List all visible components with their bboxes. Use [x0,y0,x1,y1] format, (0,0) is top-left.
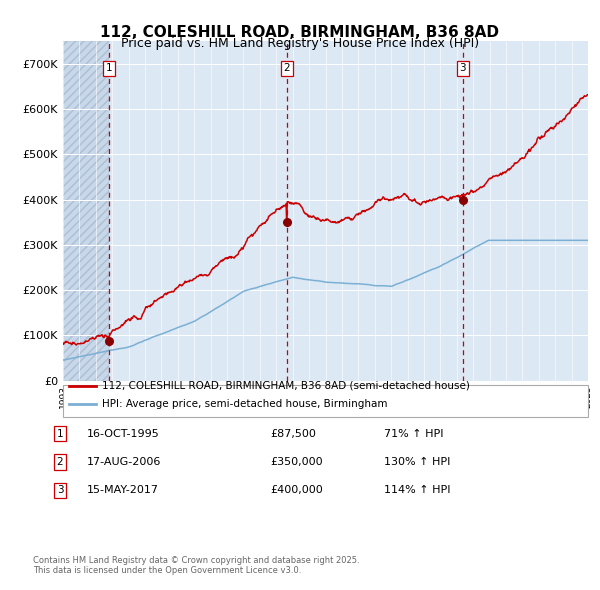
Text: Price paid vs. HM Land Registry's House Price Index (HPI): Price paid vs. HM Land Registry's House … [121,37,479,50]
Text: £400,000: £400,000 [270,486,323,495]
Text: 16-OCT-1995: 16-OCT-1995 [87,429,160,438]
Text: £87,500: £87,500 [270,429,316,438]
Text: 112, COLESHILL ROAD, BIRMINGHAM, B36 8AD: 112, COLESHILL ROAD, BIRMINGHAM, B36 8AD [101,25,499,40]
Text: Contains HM Land Registry data © Crown copyright and database right 2025.: Contains HM Land Registry data © Crown c… [33,556,359,565]
Text: 130% ↑ HPI: 130% ↑ HPI [384,457,451,467]
Text: 3: 3 [460,64,466,73]
Text: 1: 1 [106,64,112,73]
Text: 2: 2 [283,64,290,73]
Text: 1: 1 [56,429,64,438]
Text: 3: 3 [56,486,64,495]
Text: This data is licensed under the Open Government Licence v3.0.: This data is licensed under the Open Gov… [33,566,301,575]
Text: HPI: Average price, semi-detached house, Birmingham: HPI: Average price, semi-detached house,… [102,399,388,409]
Text: 2: 2 [56,457,64,467]
Text: 114% ↑ HPI: 114% ↑ HPI [384,486,451,495]
Text: 112, COLESHILL ROAD, BIRMINGHAM, B36 8AD (semi-detached house): 112, COLESHILL ROAD, BIRMINGHAM, B36 8AD… [102,381,470,391]
Text: £350,000: £350,000 [270,457,323,467]
Text: 15-MAY-2017: 15-MAY-2017 [87,486,159,495]
Text: 71% ↑ HPI: 71% ↑ HPI [384,429,443,438]
Text: 17-AUG-2006: 17-AUG-2006 [87,457,161,467]
